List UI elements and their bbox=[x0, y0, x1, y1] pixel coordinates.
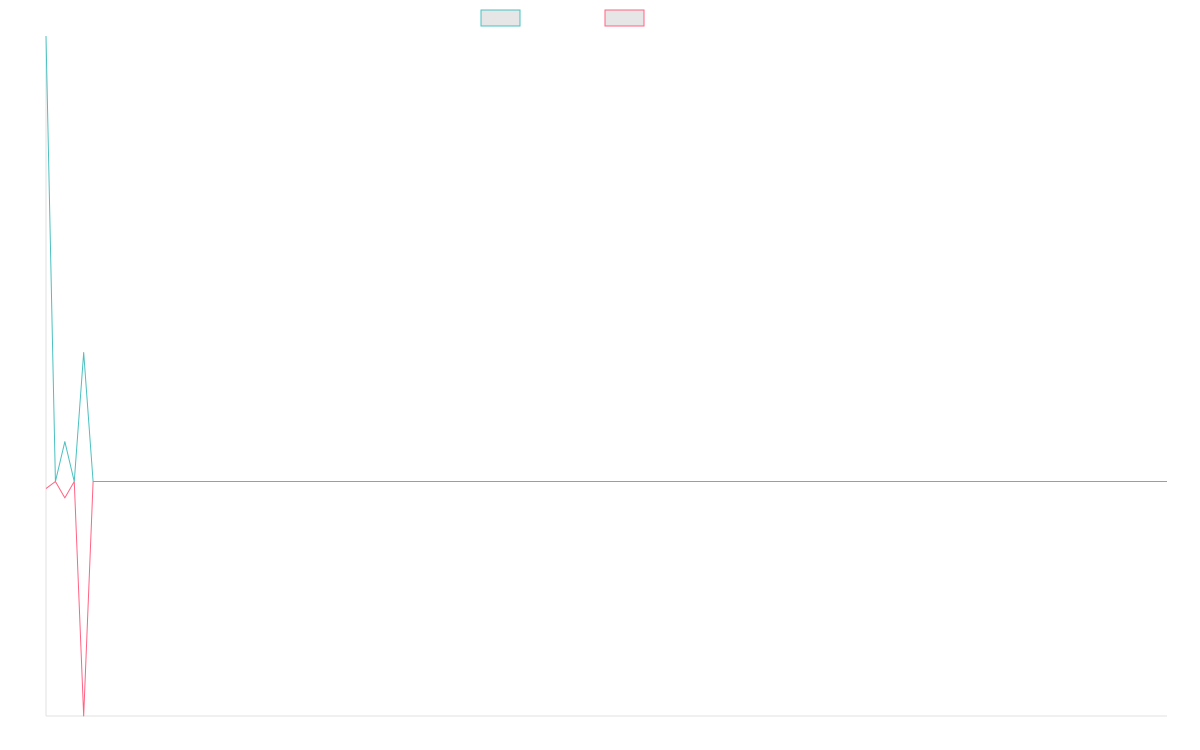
series-layer bbox=[45, 35, 1167, 717]
legend[interactable] bbox=[480, 9, 645, 27]
series-line-1 bbox=[45, 35, 1167, 483]
legend-swatch-2[interactable] bbox=[604, 9, 645, 27]
series-line-2 bbox=[45, 481, 1167, 717]
legend-swatch-1[interactable] bbox=[480, 9, 521, 27]
